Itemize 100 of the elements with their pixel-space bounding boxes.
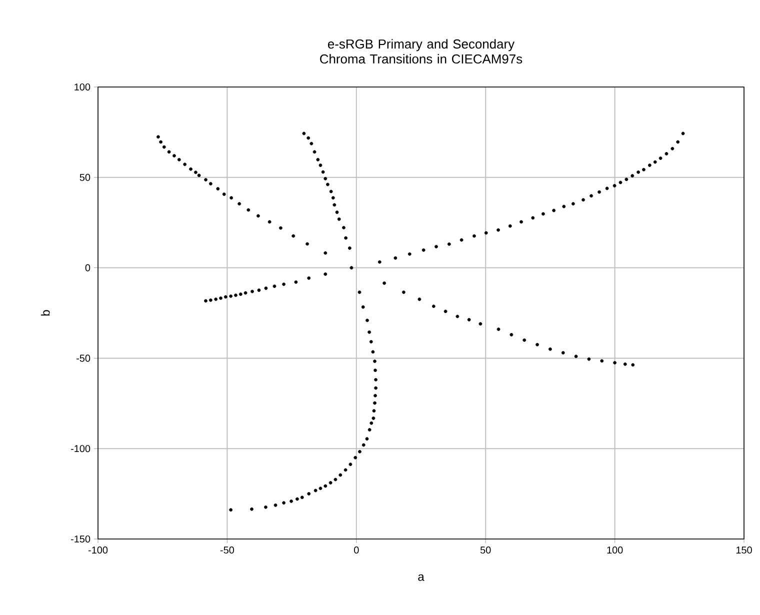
y-tick-label: -50 xyxy=(76,354,90,362)
point xyxy=(156,135,160,139)
point xyxy=(282,501,286,505)
point xyxy=(331,196,335,200)
point xyxy=(676,140,680,144)
point xyxy=(334,478,338,482)
point xyxy=(358,290,362,294)
point xyxy=(272,284,276,288)
point xyxy=(310,142,314,146)
point xyxy=(472,234,476,238)
point xyxy=(478,322,482,326)
point xyxy=(229,294,233,298)
x-tick-label: -100 xyxy=(88,546,108,554)
point xyxy=(348,246,352,250)
point xyxy=(159,140,162,144)
point xyxy=(374,386,378,390)
point xyxy=(371,350,375,354)
point xyxy=(582,198,585,202)
point xyxy=(274,503,278,507)
point xyxy=(590,194,593,198)
point xyxy=(342,226,346,230)
point xyxy=(306,242,309,246)
point xyxy=(542,212,545,216)
point xyxy=(374,394,377,398)
point xyxy=(422,248,426,252)
point xyxy=(382,281,386,285)
point xyxy=(374,378,378,382)
point xyxy=(172,154,176,158)
point xyxy=(664,152,668,156)
point xyxy=(214,298,218,301)
point xyxy=(306,136,310,140)
x-tick-label: 0 xyxy=(354,546,359,554)
point xyxy=(670,146,674,150)
point xyxy=(183,162,187,166)
point xyxy=(256,214,260,218)
y-axis-title: b xyxy=(40,310,50,316)
point xyxy=(167,150,171,154)
point xyxy=(378,260,382,264)
point xyxy=(370,421,374,425)
point xyxy=(536,342,539,346)
point xyxy=(208,298,212,302)
x-tick-label: 150 xyxy=(736,546,752,554)
point xyxy=(282,282,286,286)
point xyxy=(294,280,298,284)
point xyxy=(189,167,192,171)
point xyxy=(316,158,320,162)
point xyxy=(344,236,348,240)
y-tick-label: 100 xyxy=(74,83,90,91)
y-tick-label: 50 xyxy=(80,174,90,181)
point xyxy=(373,401,376,405)
point xyxy=(434,244,438,248)
point xyxy=(605,186,609,190)
point xyxy=(374,368,377,372)
point xyxy=(219,296,222,300)
point xyxy=(250,507,254,511)
point xyxy=(312,150,316,154)
point xyxy=(335,210,339,214)
point xyxy=(338,473,342,477)
point xyxy=(246,208,250,212)
point xyxy=(372,416,376,420)
point xyxy=(444,310,448,314)
point xyxy=(368,428,372,432)
point xyxy=(612,184,616,188)
point xyxy=(561,351,565,354)
point xyxy=(257,288,261,292)
point xyxy=(230,196,234,200)
point xyxy=(348,462,352,466)
point xyxy=(372,409,376,413)
point xyxy=(238,292,242,296)
point xyxy=(318,164,322,167)
point xyxy=(642,168,646,172)
x-tick-label: 100 xyxy=(607,546,623,554)
point xyxy=(618,180,622,184)
point xyxy=(162,145,166,149)
point xyxy=(224,295,228,299)
point xyxy=(324,272,328,276)
point xyxy=(418,298,422,301)
point xyxy=(344,468,348,472)
point xyxy=(279,226,282,230)
point xyxy=(508,224,512,228)
point xyxy=(496,328,500,331)
point xyxy=(366,318,369,322)
point xyxy=(332,203,336,207)
point xyxy=(290,500,293,503)
point xyxy=(222,192,226,196)
point xyxy=(636,170,640,174)
point xyxy=(572,202,575,206)
point xyxy=(234,294,238,297)
point xyxy=(354,456,358,460)
x-tick-label: 50 xyxy=(480,546,491,554)
point xyxy=(264,505,268,509)
point xyxy=(598,190,601,194)
point xyxy=(562,204,566,208)
point xyxy=(613,361,616,364)
chart-title: e-sRGB Primary and Secondary Chroma Transitions in CIECAM97s xyxy=(320,39,522,64)
point xyxy=(326,182,330,186)
point xyxy=(324,251,328,255)
point xyxy=(631,363,635,367)
point xyxy=(496,228,500,232)
point xyxy=(204,299,208,303)
